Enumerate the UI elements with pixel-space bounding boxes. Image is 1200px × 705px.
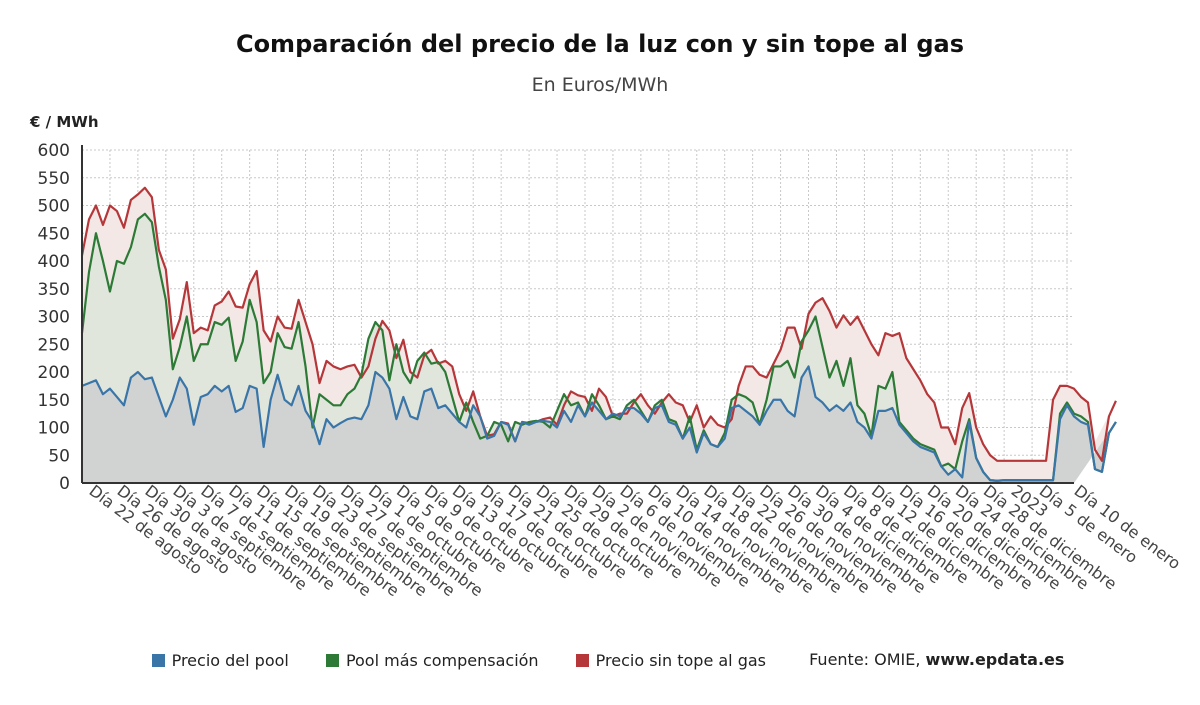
legend-label-sin-tope: Precio sin tope al gas (595, 651, 766, 670)
series-area (82, 213, 1116, 483)
legend: Precio del pool Pool más compensación Pr… (0, 650, 1200, 670)
source-site-link[interactable]: www.epdata.es (925, 650, 1065, 669)
chart-title: Comparación del precio de la luz con y s… (235, 30, 965, 58)
legend-label-compensacion: Pool más compensación (345, 651, 539, 670)
series-line (81, 365, 1117, 482)
source-prefix: Fuente: OMIE, (809, 650, 926, 669)
source-note: Fuente: OMIE, www.epdata.es (809, 650, 1064, 669)
chart-areas (82, 187, 1116, 484)
y-tick-labels: 0 50 100 150 200 250 300 350 400 450 500 550 600 (38, 141, 70, 494)
y-tick-label: 600 (38, 141, 70, 161)
legend-label-pool: Precio del pool (171, 651, 289, 670)
y-tick-label: 200 (38, 363, 70, 383)
y-tick-label: 250 (38, 335, 70, 355)
chart-axes (81, 145, 1074, 484)
legend-item-compensacion[interactable]: Pool más compensación (325, 651, 539, 670)
y-tick-label: 0 (59, 474, 70, 494)
legend-item-sin-tope[interactable]: Precio sin tope al gas (575, 651, 766, 670)
series-area (82, 366, 1116, 483)
y-tick-label: 400 (38, 252, 70, 272)
y-axis-unit-label: € / MWh (30, 113, 99, 131)
legend-item-pool[interactable]: Precio del pool (151, 651, 289, 670)
y-tick-label: 150 (38, 391, 70, 411)
chart-subtitle: En Euros/MWh (531, 74, 669, 96)
y-tick-label: 550 (38, 169, 70, 189)
y-tick-label: 300 (38, 308, 70, 328)
y-tick-label: 50 (48, 446, 70, 466)
series-line (80, 186, 1117, 462)
y-tick-label: 100 (38, 419, 70, 439)
series-line (80, 212, 1117, 482)
y-tick-label: 450 (38, 224, 70, 244)
legend-swatch-compensacion (325, 654, 339, 667)
chart-lines (80, 186, 1117, 482)
legend-swatch-sin-tope (575, 654, 589, 667)
legend-swatch-pool (151, 654, 165, 667)
y-tick-label: 500 (38, 197, 70, 217)
y-tick-label: 350 (38, 280, 70, 300)
